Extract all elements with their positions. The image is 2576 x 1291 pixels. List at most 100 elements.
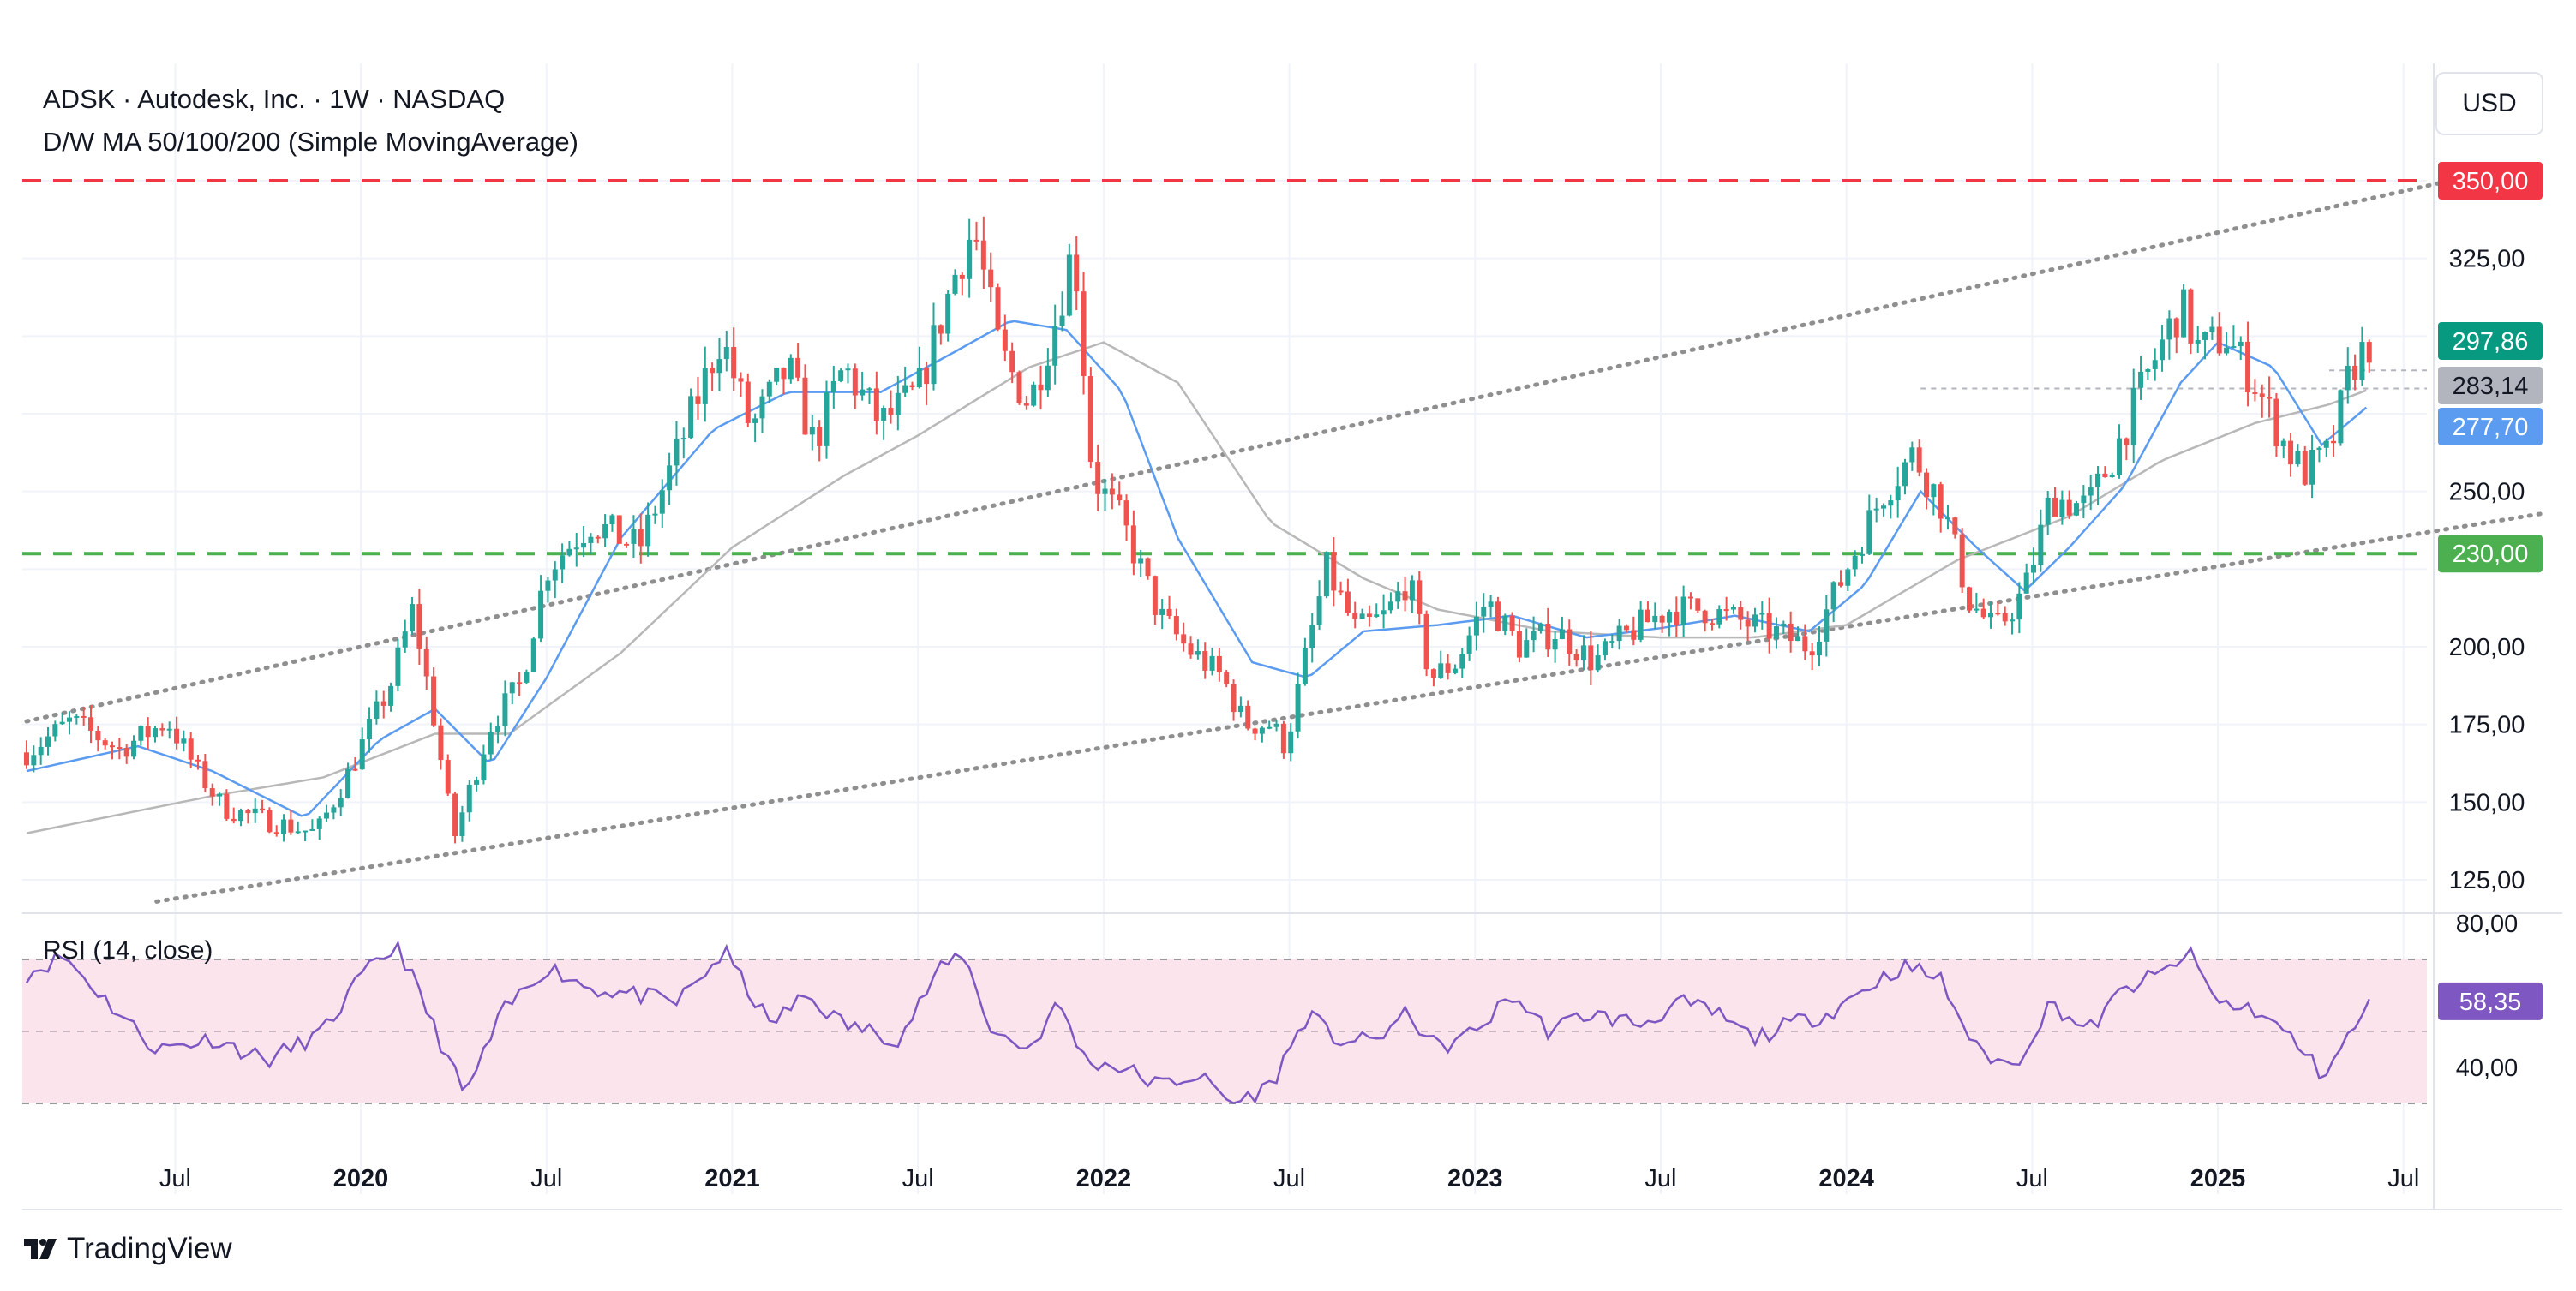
- candle: [131, 740, 137, 757]
- candle: [1766, 613, 1772, 639]
- candle: [1952, 517, 1958, 535]
- candle: [652, 513, 658, 516]
- candle: [267, 810, 273, 833]
- candle: [1338, 590, 1344, 593]
- brand-logo[interactable]: TradingView: [24, 1232, 232, 1266]
- candle: [1267, 726, 1273, 729]
- candle: [2309, 449, 2315, 485]
- candle: [1052, 326, 1058, 366]
- candle: [1145, 558, 1151, 577]
- resistance-box: [2438, 162, 2543, 200]
- candle: [466, 784, 472, 813]
- candle: [110, 745, 116, 748]
- candle: [973, 239, 979, 242]
- candle: [2130, 387, 2136, 446]
- support-box: [2438, 535, 2543, 573]
- candle: [1109, 488, 1115, 495]
- candle: [502, 693, 508, 727]
- candle: [1573, 654, 1579, 661]
- candle: [1559, 629, 1565, 640]
- currency-button[interactable]: USD: [2435, 72, 2543, 135]
- candle: [716, 359, 722, 374]
- upper-trendline: [24, 172, 2480, 724]
- rsi-axis[interactable]: 80,00 40,00: [2456, 911, 2519, 1082]
- horizontal-levels: [22, 179, 2427, 556]
- trend-channel: [24, 172, 2547, 904]
- candle: [324, 812, 330, 819]
- candle: [1945, 517, 1951, 520]
- candle: [1473, 616, 1479, 636]
- candle: [2195, 339, 2201, 344]
- candle: [1745, 619, 1751, 627]
- candle: [888, 408, 894, 415]
- candle: [552, 569, 558, 581]
- candle: [374, 701, 380, 720]
- candle: [1466, 635, 1472, 654]
- candle: [1488, 601, 1494, 607]
- candle: [2010, 619, 2016, 622]
- candle: [245, 810, 251, 814]
- candle: [217, 793, 223, 797]
- price-tick-label: 325,00: [2449, 246, 2525, 273]
- candle: [1537, 623, 1543, 631]
- candle: [1902, 462, 1908, 487]
- candle: [338, 798, 344, 808]
- candle: [909, 385, 915, 388]
- indicator-legend[interactable]: D/W MA 50/100/200 (Simple MovingAverage): [43, 127, 578, 157]
- candle: [1580, 645, 1586, 661]
- candle: [2352, 365, 2358, 380]
- candle: [45, 736, 51, 747]
- candle: [1273, 723, 1279, 727]
- candle: [538, 590, 544, 639]
- candle: [1623, 625, 1629, 631]
- time-tick-month: Jul: [902, 1165, 934, 1192]
- candle: [1916, 447, 1922, 473]
- candle: [938, 325, 944, 334]
- candle: [395, 647, 401, 686]
- candle: [1087, 376, 1093, 463]
- candle: [2338, 390, 2344, 444]
- candle: [631, 529, 637, 544]
- candle: [1794, 636, 1800, 642]
- candle: [545, 580, 551, 591]
- candle: [2259, 393, 2265, 397]
- candle: [573, 547, 579, 550]
- candle: [1759, 613, 1765, 615]
- candle: [1809, 651, 1815, 656]
- candle: [881, 408, 887, 421]
- candle: [788, 357, 794, 380]
- candle: [1509, 615, 1515, 631]
- candle: [1074, 254, 1080, 292]
- candle: [1309, 625, 1315, 648]
- candle: [1445, 663, 1451, 673]
- candle: [1924, 472, 1930, 498]
- candle: [1316, 596, 1322, 625]
- candle: [2288, 440, 2294, 465]
- candle: [766, 381, 772, 397]
- candle: [2045, 497, 2051, 525]
- candle: [774, 368, 780, 382]
- candle: [1031, 384, 1037, 406]
- candle: [1152, 576, 1158, 615]
- candle: [1709, 623, 1715, 625]
- candle: [1702, 610, 1708, 624]
- candle: [1231, 684, 1237, 713]
- candle: [852, 368, 858, 396]
- candle: [1288, 731, 1294, 754]
- candle: [1302, 648, 1308, 684]
- time-tick-year: 2025: [2190, 1165, 2246, 1192]
- candle: [402, 631, 408, 648]
- price-tick-label: 175,00: [2449, 712, 2525, 739]
- candle: [102, 740, 108, 746]
- candle: [988, 269, 994, 288]
- candle: [159, 728, 165, 731]
- candle: [1652, 615, 1658, 623]
- rsi-legend[interactable]: RSI (14, close): [43, 936, 213, 965]
- price-axis[interactable]: 125,00 150,00 175,00 200,00 250,00 325,00: [2449, 246, 2525, 894]
- candle: [1359, 613, 1365, 619]
- candle: [202, 761, 208, 789]
- time-axis[interactable]: Jul 2020 Jul 2021 Jul 2022 Jul 2023 Jul 2024 Jul 20…: [159, 1165, 2419, 1192]
- brand-name: TradingView: [67, 1232, 232, 1265]
- symbol-title[interactable]: ADSK · Autodesk, Inc. · 1W · NASDAQ: [43, 84, 506, 114]
